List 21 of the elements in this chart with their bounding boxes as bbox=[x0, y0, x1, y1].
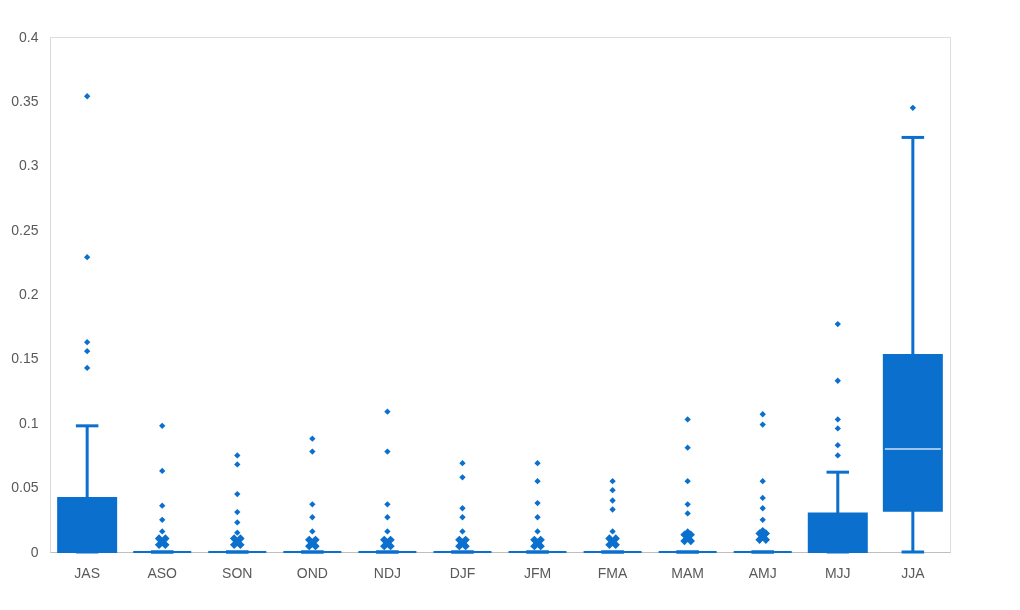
x-tick-label: JJA bbox=[901, 564, 926, 581]
x-tick-label: SON bbox=[222, 564, 253, 581]
y-tick-label: 0.2 bbox=[19, 286, 39, 302]
y-tick-label: 0.3 bbox=[19, 157, 39, 174]
y-tick-label: 0.05 bbox=[11, 479, 39, 496]
x-tick-label: NDJ bbox=[373, 564, 402, 581]
x-tick-label: AMJ bbox=[748, 564, 777, 581]
x-tick-label: JAS bbox=[74, 564, 100, 581]
y-tick-label: 0.1 bbox=[19, 414, 39, 431]
y-tick-label: 0.4 bbox=[19, 28, 39, 45]
x-tick-label: OND bbox=[296, 564, 328, 581]
y-tick-label: 0.35 bbox=[11, 92, 39, 109]
y-tick-label: 0.25 bbox=[11, 221, 39, 238]
x-tick-label: ASO bbox=[147, 564, 178, 581]
x-tick-label: JFM bbox=[523, 564, 552, 581]
x-tick-label: MAM bbox=[671, 564, 704, 581]
x-tick-label: DJF bbox=[449, 564, 476, 581]
x-tick-label: FMA bbox=[597, 564, 629, 581]
x-tick-label: MJJ bbox=[824, 564, 851, 581]
y-tick-label: 0.15 bbox=[11, 350, 39, 367]
y-tick-label: 0 bbox=[30, 543, 39, 560]
